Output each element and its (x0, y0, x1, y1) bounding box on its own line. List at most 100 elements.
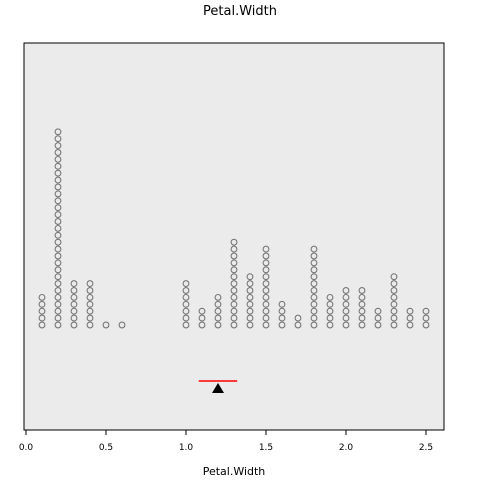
data-point (310, 300, 318, 308)
x-axis: 0.0 0.5 1.0 1.5 2.0 2.5 (19, 430, 433, 453)
x-axis-label: Petal.Width (203, 465, 266, 478)
data-point (182, 287, 190, 294)
data-point (182, 321, 190, 329)
data-point (246, 280, 254, 288)
data-point (310, 287, 318, 294)
data-point (246, 287, 254, 294)
data-point (310, 273, 318, 281)
data-point (54, 142, 62, 150)
data-point (86, 314, 94, 322)
data-point (358, 287, 366, 294)
data-point (54, 176, 62, 184)
data-point (54, 300, 62, 308)
data-point (390, 321, 398, 329)
data-point (70, 321, 78, 329)
data-point (38, 307, 46, 315)
data-point (230, 300, 238, 308)
data-point (358, 293, 366, 301)
data-point (246, 307, 254, 315)
data-point (86, 287, 94, 294)
data-point (374, 314, 382, 322)
data-point (54, 135, 62, 143)
plot-area (23, 42, 445, 431)
data-point (230, 321, 238, 329)
mean-triangle-marker (212, 383, 224, 393)
data-point (214, 293, 222, 301)
data-point (406, 321, 414, 329)
data-point (262, 252, 270, 260)
data-point (390, 273, 398, 281)
chart-title: Petal.Width (203, 4, 277, 19)
data-point (310, 266, 318, 274)
data-point (54, 169, 62, 177)
data-point (358, 307, 366, 315)
data-point (246, 314, 254, 322)
data-point (214, 300, 222, 308)
data-point (54, 162, 62, 170)
data-point (182, 314, 190, 322)
data-point (310, 280, 318, 288)
data-point (54, 211, 62, 219)
data-point (86, 321, 94, 329)
data-point (390, 307, 398, 315)
data-point (54, 245, 62, 253)
data-point (310, 307, 318, 315)
data-point (230, 280, 238, 288)
data-point (54, 314, 62, 322)
data-point (374, 307, 382, 315)
x-tick-label: 0.5 (99, 443, 113, 453)
data-point (54, 155, 62, 163)
data-point (230, 314, 238, 322)
data-point (70, 314, 78, 322)
data-point (54, 287, 62, 294)
data-point (390, 293, 398, 301)
data-point (70, 280, 78, 288)
data-point (54, 183, 62, 191)
data-point (118, 321, 126, 329)
data-point (310, 252, 318, 260)
data-point (310, 245, 318, 253)
data-point (38, 293, 46, 301)
data-point (246, 293, 254, 301)
data-point (54, 273, 62, 281)
data-point (278, 300, 286, 308)
data-point (230, 307, 238, 315)
data-point (54, 218, 62, 225)
data-point (54, 224, 62, 232)
data-point (54, 252, 62, 260)
x-tick-label: 1.0 (179, 443, 194, 453)
data-point (390, 314, 398, 322)
data-point (38, 300, 46, 308)
data-point (86, 280, 94, 288)
data-point (38, 314, 46, 322)
points-layer (38, 128, 430, 329)
data-point (182, 307, 190, 315)
data-point (262, 321, 270, 329)
data-point (294, 321, 302, 329)
data-point (198, 314, 206, 322)
data-point (262, 314, 270, 322)
data-point (246, 273, 254, 281)
data-point (326, 307, 334, 315)
data-point (70, 293, 78, 301)
data-point (262, 259, 270, 267)
data-point (262, 273, 270, 281)
data-point (198, 307, 206, 315)
data-point (310, 293, 318, 301)
data-point (374, 321, 382, 329)
data-point (262, 266, 270, 274)
data-point (230, 293, 238, 301)
data-point (38, 321, 46, 329)
data-point (342, 314, 350, 322)
data-point (422, 314, 430, 322)
data-point (390, 280, 398, 288)
x-tick-label: 2.5 (419, 443, 433, 453)
data-point (422, 307, 430, 315)
data-point (262, 287, 270, 294)
data-point (390, 300, 398, 308)
data-point (54, 321, 62, 329)
data-point (54, 238, 62, 246)
data-point (230, 252, 238, 260)
data-point (262, 280, 270, 288)
data-point (70, 287, 78, 294)
